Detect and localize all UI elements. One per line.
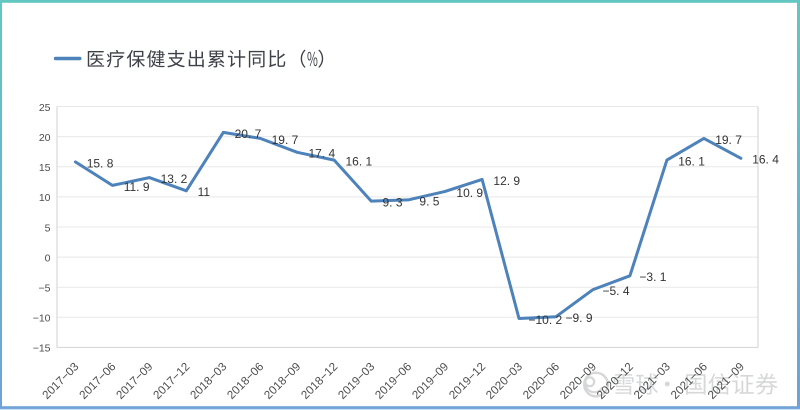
- svg-text:9. 3: 9. 3: [383, 196, 403, 210]
- svg-text:15: 15: [39, 162, 51, 174]
- svg-text:−3. 1: −3. 1: [639, 270, 666, 284]
- svg-text:16. 4: 16. 4: [752, 153, 779, 167]
- svg-text:−15: −15: [33, 343, 51, 355]
- svg-text:5: 5: [45, 222, 51, 234]
- svg-text:−10. 2: −10. 2: [529, 313, 563, 327]
- svg-text:19. 7: 19. 7: [272, 133, 299, 147]
- svg-text:25: 25: [39, 102, 51, 114]
- svg-text:11. 9: 11. 9: [124, 180, 150, 194]
- svg-text:16. 1: 16. 1: [346, 155, 373, 169]
- svg-text:−9. 9: −9. 9: [566, 311, 593, 325]
- svg-text:12. 9: 12. 9: [493, 174, 520, 188]
- svg-text:16. 1: 16. 1: [678, 155, 705, 169]
- svg-text:0: 0: [45, 252, 51, 264]
- svg-text:10: 10: [39, 192, 51, 204]
- svg-text:15. 8: 15. 8: [87, 156, 114, 170]
- svg-text:10. 9: 10. 9: [456, 186, 483, 200]
- svg-text:−5: −5: [39, 283, 51, 295]
- svg-text:11: 11: [198, 185, 211, 199]
- svg-text:20. 7: 20. 7: [235, 127, 262, 141]
- svg-text:−5. 4: −5. 4: [603, 284, 630, 298]
- svg-text:13. 2: 13. 2: [161, 172, 188, 186]
- svg-text:9. 5: 9. 5: [419, 194, 439, 208]
- svg-text:−10: −10: [33, 313, 51, 325]
- svg-text:20: 20: [39, 132, 51, 144]
- svg-text:19. 7: 19. 7: [715, 133, 742, 147]
- svg-text:17. 4: 17. 4: [309, 147, 336, 161]
